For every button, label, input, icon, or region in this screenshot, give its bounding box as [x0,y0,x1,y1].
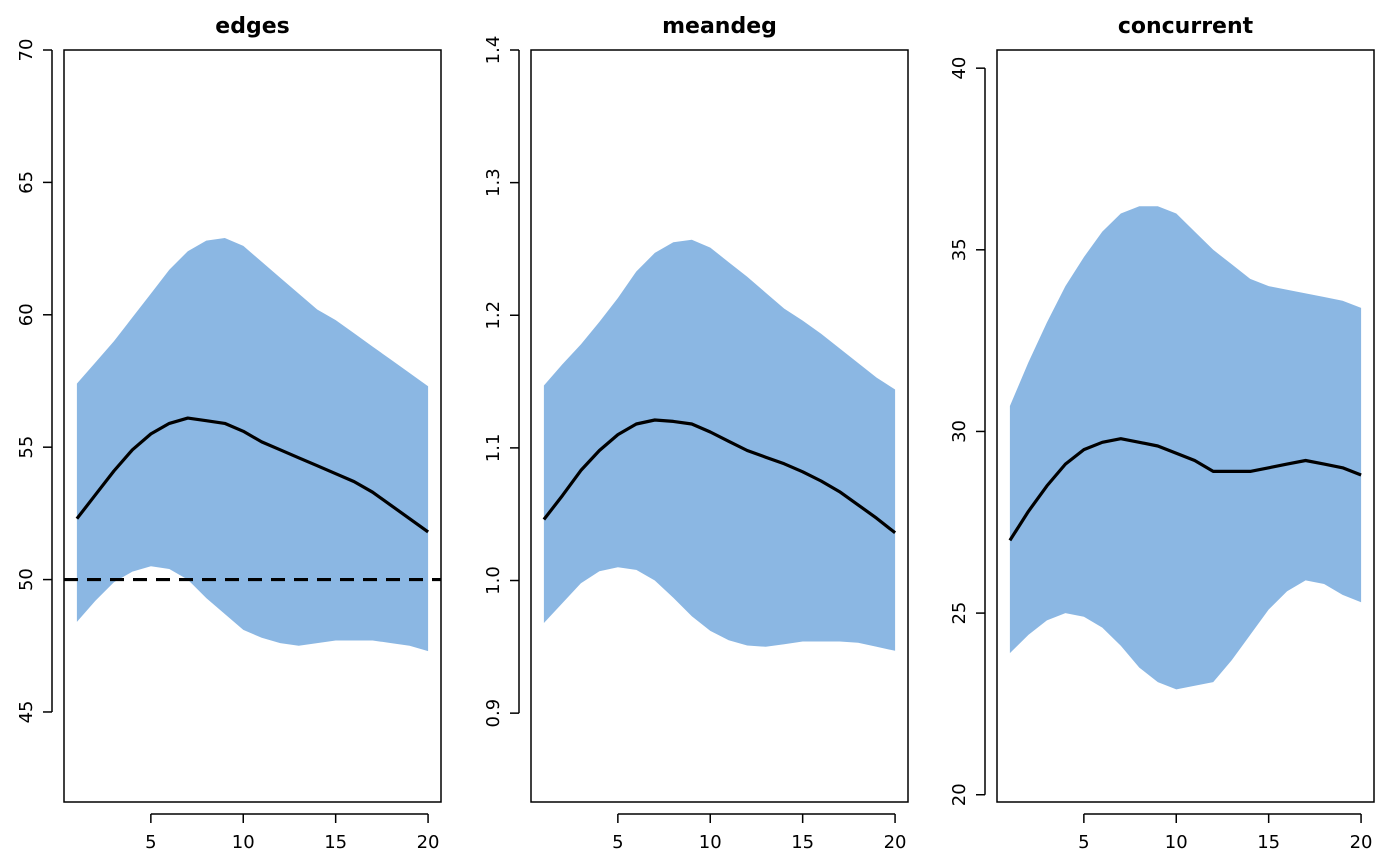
x-tick-label: 10 [1165,832,1188,853]
y-tick-label: 1.1 [483,434,504,463]
panel-concurrent: concurrent 5 10 15 20 20 25 30 35 40 [949,14,1375,853]
y-tick-label: 45 [16,701,37,724]
y-tick-label: 65 [16,171,37,194]
y-tick-label: 60 [16,303,37,326]
y-tick-label: 70 [16,39,37,62]
mean-line [75,416,430,534]
y-tick-label: 1.2 [483,301,504,330]
panel-title: concurrent [1118,14,1254,39]
x-tick-label: 20 [1350,832,1373,853]
x-tick-label: 5 [1078,832,1089,853]
x-tick-label: 10 [232,832,255,853]
y-tick-label: 40 [949,57,970,80]
x-tick-label: 15 [791,832,814,853]
y-tick-label: 0.9 [483,699,504,728]
band-area [543,239,896,651]
panel-edges: edges 5 10 15 20 45 50 55 60 65 70 [16,14,442,853]
plot-frame [63,49,442,803]
panel-title: meandeg [662,14,777,39]
band-area [1009,206,1362,690]
y-tick-label: 30 [949,420,970,443]
x-tick-label: 10 [699,832,722,853]
x-tick-label: 5 [145,832,156,853]
panel-meandeg: meandeg 5 10 15 20 0.9 1.0 1.1 1.2 1.3 1.4 [483,14,909,853]
x-tick-label: 5 [612,832,623,853]
plot-frame [996,49,1375,803]
band-area [76,238,429,652]
mean-line [542,418,897,535]
y-tick-label: 1.0 [483,566,504,595]
y-tick-label: 1.4 [483,36,504,65]
y-tick-label: 50 [16,568,37,591]
y-tick-label: 1.3 [483,168,504,197]
y-tick-label: 25 [949,602,970,625]
y-tick-label: 20 [949,783,970,806]
plot-frame [530,49,909,803]
x-tick-label: 15 [324,832,347,853]
x-tick-label: 20 [417,832,440,853]
x-tick-label: 15 [1257,832,1280,853]
y-tick-label: 35 [949,238,970,261]
panel-title: edges [215,14,289,39]
y-tick-label: 55 [16,436,37,459]
x-tick-label: 20 [884,832,907,853]
mean-line [1008,437,1362,542]
